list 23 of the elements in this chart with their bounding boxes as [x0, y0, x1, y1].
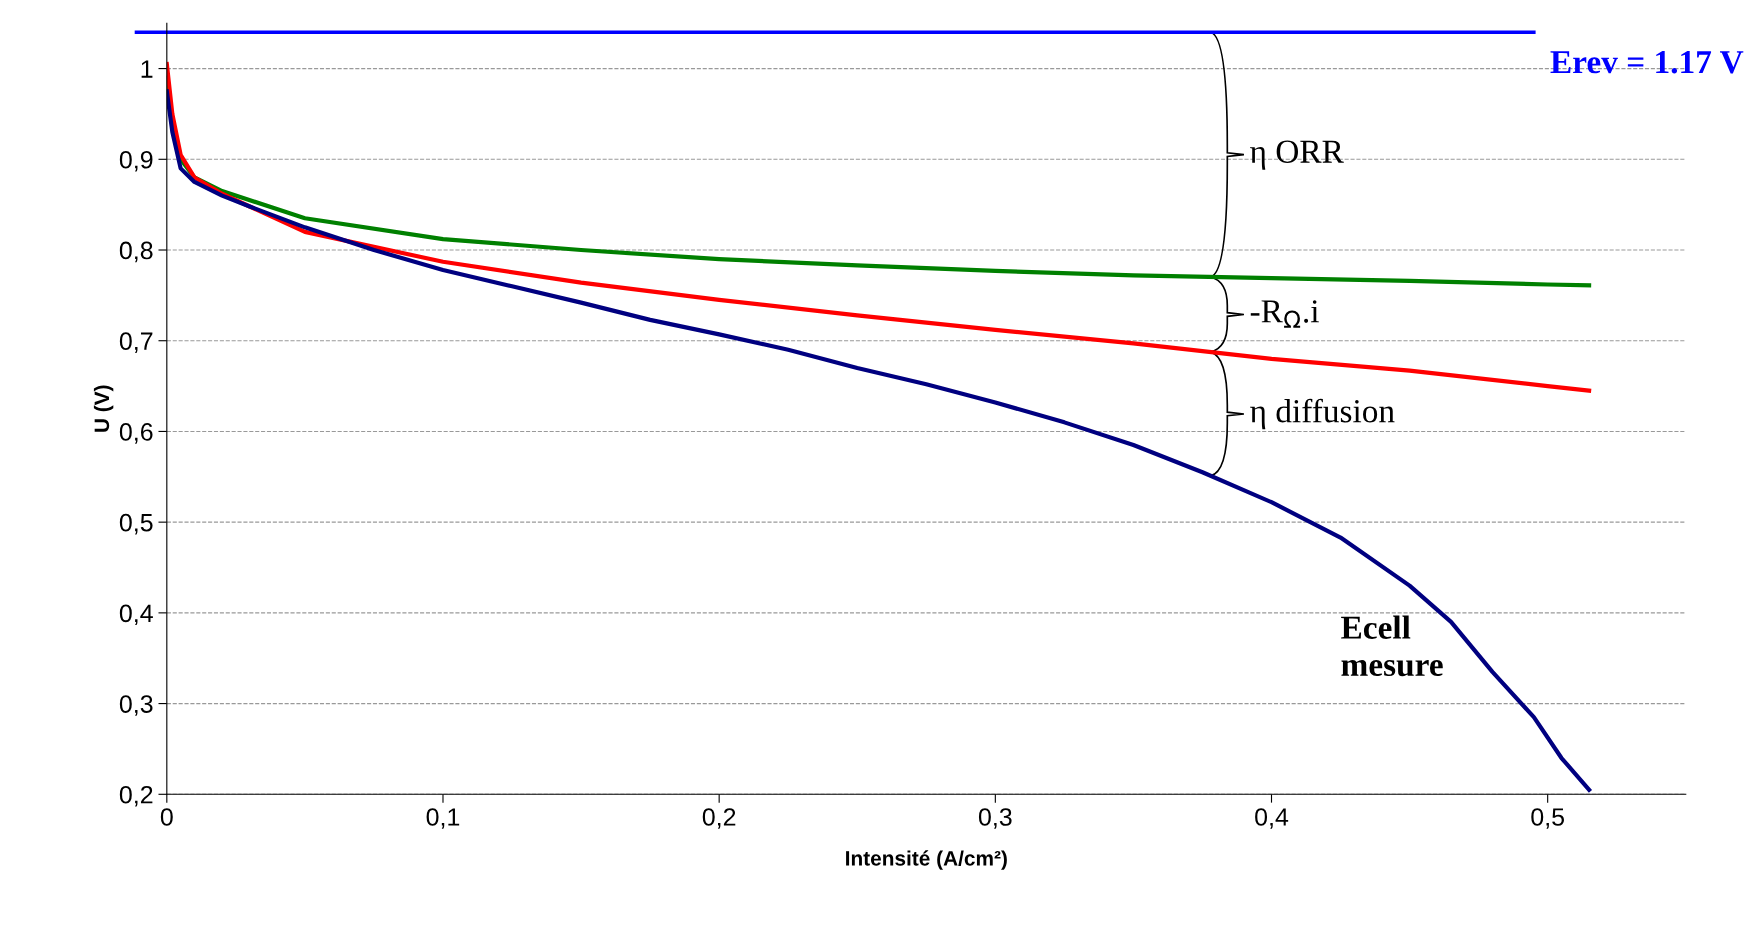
annotation: Ecell mesure	[1341, 615, 1443, 677]
annotation: Erev = 1.17 V	[1550, 51, 1744, 74]
y-tick-label: 0,6	[119, 423, 153, 444]
y-tick-label: 0,9	[119, 150, 153, 172]
x-tick-label: 0,4	[1255, 808, 1289, 829]
y-tick-label: 0,3	[119, 695, 153, 716]
x-tick-label: 0	[160, 808, 173, 826]
x-tick-label: 0,3	[978, 808, 1012, 829]
annotation: η ORR	[1250, 140, 1344, 170]
x-tick-label: 0,1	[426, 808, 460, 829]
annotation: η diffusion	[1250, 398, 1395, 430]
line-series	[166, 89, 1592, 792]
x-axis-title: Intensité (A/cm²)	[846, 850, 1007, 870]
y-tick-label: 0,7	[119, 332, 153, 353]
y-tick-label: 0,4	[119, 604, 153, 626]
y-tick-label: 1	[141, 60, 153, 78]
y-axis-title: U (V)	[93, 385, 114, 432]
x-tick-label: 0,5	[1531, 808, 1564, 829]
y-tick-label: 0,8	[119, 241, 153, 263]
y-tick-label: 0,5	[119, 513, 153, 535]
annotation: -R$_{Ω}$.i	[1250, 300, 1319, 328]
y-tick-label: 0,2	[119, 785, 153, 807]
x-tick-label: 0,2	[702, 808, 736, 829]
